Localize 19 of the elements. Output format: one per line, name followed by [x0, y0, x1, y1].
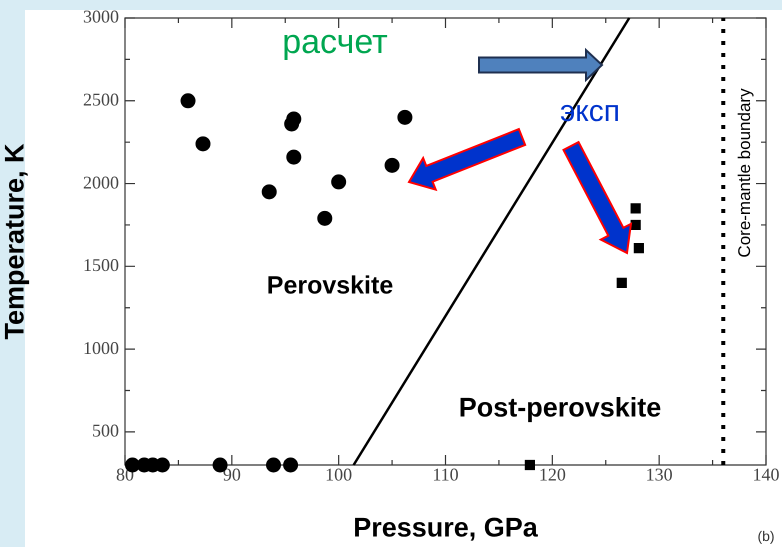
x-tick-label: 120 [538, 464, 566, 485]
x-tick-label: 130 [646, 464, 673, 485]
y-tick-label: 2500 [83, 90, 119, 110]
y-tick-label: 1000 [83, 338, 119, 358]
ref-line-label: Core-mantle boundary [734, 88, 754, 258]
y-tick-label: 3000 [83, 6, 119, 27]
text: (b) [757, 528, 775, 544]
x-axis-title: Pressure, GPa [353, 512, 539, 542]
y-tick-label: 2000 [83, 172, 119, 192]
annotation: Perovskite [266, 272, 394, 300]
annotation: расчет [282, 23, 388, 61]
annotation: Post-perovskite [458, 392, 662, 422]
y-tick-label: 500 [92, 420, 119, 441]
y-axis-title: Temperature, K [0, 142, 30, 340]
x-tick-label: 140 [752, 464, 780, 485]
x-tick-label: 90 [222, 464, 241, 485]
x-tick-label: 100 [325, 464, 352, 485]
x-tick-label: 110 [432, 464, 459, 485]
y-tick-label: 1500 [83, 255, 119, 276]
